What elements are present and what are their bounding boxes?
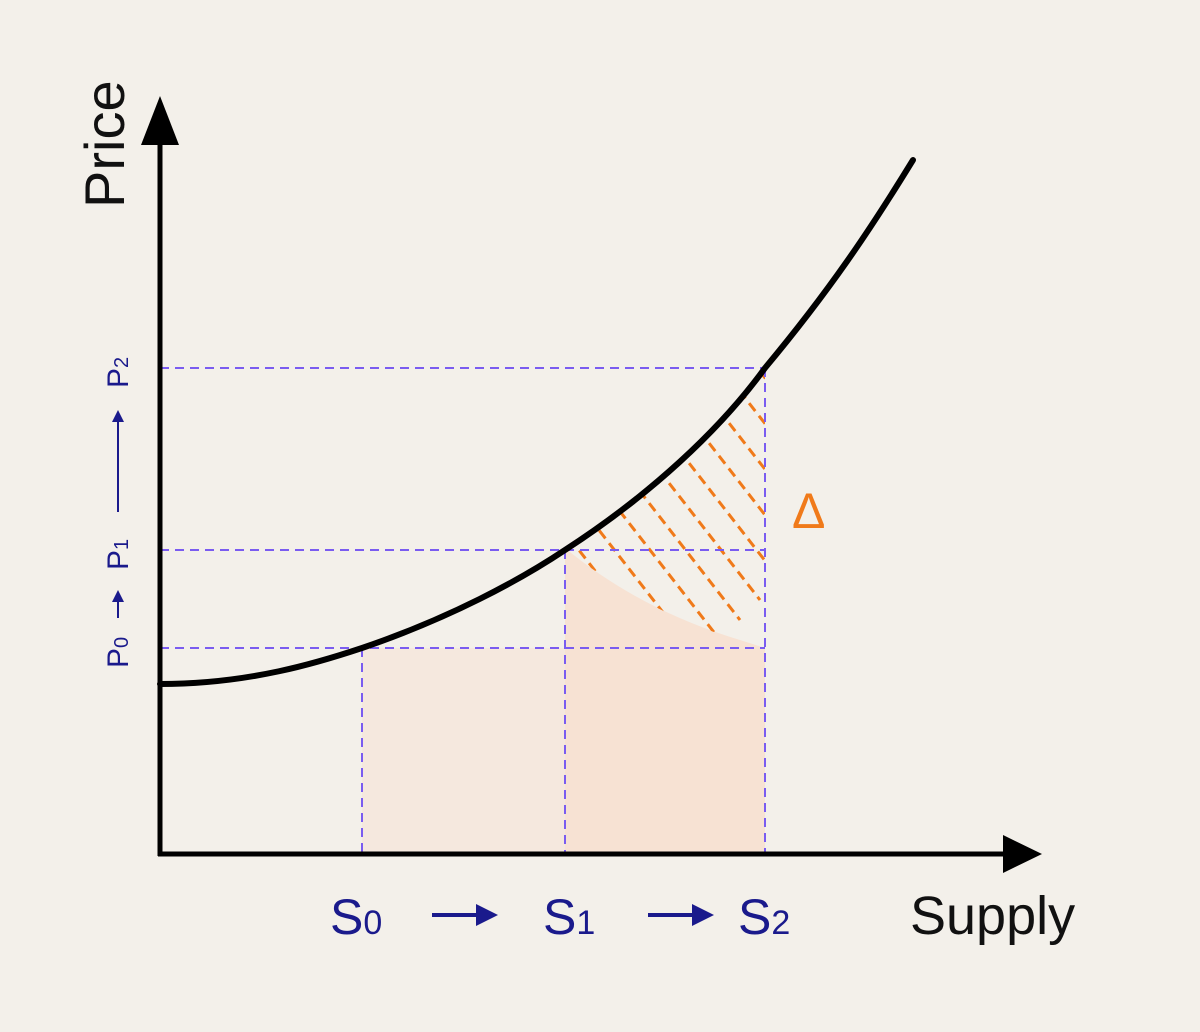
supply-tick-s0: S0: [330, 889, 382, 945]
arrow-p0-p1-head-icon: [112, 590, 124, 602]
shade-region-s1-s2: [565, 548, 765, 854]
arrow-p1-p2-head-icon: [112, 410, 124, 422]
price-tick-p1: P1: [102, 539, 135, 570]
y-axis-arrowhead-icon: [141, 96, 179, 145]
x-axis-arrowhead-icon: [1003, 835, 1042, 873]
supply-tick-s1: S1: [543, 889, 595, 945]
supply-curve: [157, 157, 916, 687]
price-tick-p0: P0: [102, 637, 135, 668]
supply-tick-s2: S2: [738, 889, 790, 945]
shade-region-s0-s1: [362, 648, 565, 854]
arrow-s0-s1-head-icon: [476, 904, 498, 926]
delta-label: Δ: [792, 483, 825, 539]
x-axis-label: Supply: [910, 886, 1075, 946]
arrow-s1-s2-head-icon: [692, 904, 714, 926]
price-tick-p2: P2: [102, 357, 135, 388]
y-axis-label: Price: [73, 80, 136, 208]
